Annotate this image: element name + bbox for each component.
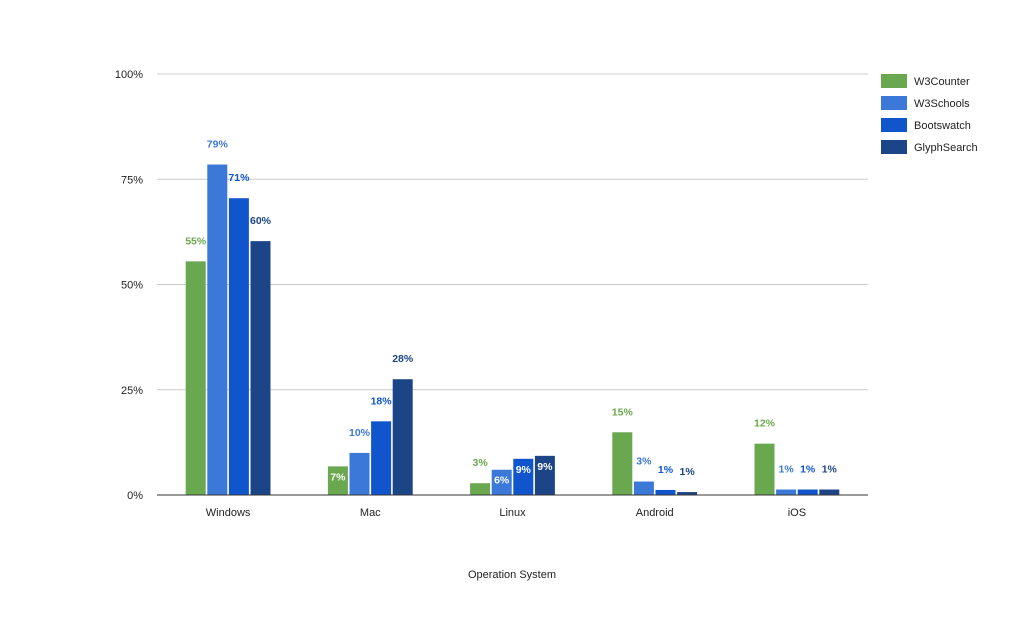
data-label: 9% xyxy=(537,461,553,473)
bar-w3counter-android xyxy=(612,432,633,495)
data-label: 7% xyxy=(330,471,346,483)
x-tick-label: Mac xyxy=(360,507,381,519)
bar-layer xyxy=(185,164,840,495)
data-label: 3% xyxy=(636,456,652,468)
bar-w3counter-ios xyxy=(754,443,775,495)
y-tick-label: 0% xyxy=(127,490,143,502)
bar-w3schools-android xyxy=(633,481,654,495)
legend-swatch-w3counter xyxy=(881,74,907,88)
data-label: 1% xyxy=(680,466,696,478)
data-label: 79% xyxy=(207,139,229,151)
x-tick-label: Android xyxy=(636,507,674,519)
x-tick-label: iOS xyxy=(788,507,806,519)
x-tick-label: Windows xyxy=(206,507,251,519)
legend-label: Bootswatch xyxy=(914,120,971,132)
data-label: 9% xyxy=(516,464,532,476)
data-label: 28% xyxy=(392,353,414,365)
bar-w3schools-linux xyxy=(491,469,512,495)
y-tick-label: 25% xyxy=(121,385,143,397)
bar-w3schools-ios xyxy=(776,489,797,495)
x-tick-label: Linux xyxy=(499,507,526,519)
bar-bootswatch-linux xyxy=(513,458,534,495)
data-label: 6% xyxy=(494,475,510,487)
bar-bootswatch-ios xyxy=(797,489,818,495)
bar-glyphsearch-android xyxy=(677,492,698,495)
data-label: 1% xyxy=(658,464,674,476)
legend-swatch-bootswatch xyxy=(881,118,907,132)
data-label: 18% xyxy=(371,395,393,407)
data-label: 10% xyxy=(349,427,371,439)
y-tick-label: 75% xyxy=(121,174,143,186)
grid-layer xyxy=(157,73,868,391)
bar-glyphsearch-mac xyxy=(392,379,413,495)
bar-w3schools-windows xyxy=(207,164,228,495)
bar-w3counter-mac xyxy=(327,466,348,495)
data-label: 1% xyxy=(800,464,816,476)
axis-layer: 0% 25% 50% 75% 100% Windows Mac Linux Android iOS xyxy=(115,69,868,519)
legend-label: W3Counter xyxy=(914,76,970,88)
bar-w3counter-linux xyxy=(470,483,491,495)
legend-layer: W3Counter W3Schools Bootswatch GlyphSearch xyxy=(881,74,978,154)
label-layer: 55% 79% 71% 60% 7% 10% 18% 28% 3% 6% 9% 9% 15% 3% 1% 1%… xyxy=(185,139,837,487)
bar-bootswatch-mac xyxy=(371,421,392,495)
data-label: 3% xyxy=(473,457,489,469)
bar-bootswatch-android xyxy=(655,489,676,495)
bar-glyphsearch-linux xyxy=(534,455,555,495)
data-label: 1% xyxy=(779,464,795,476)
data-label: 60% xyxy=(250,215,272,227)
bar-bootswatch-windows xyxy=(228,198,249,495)
legend-swatch-glyphsearch xyxy=(881,140,907,154)
data-label: 15% xyxy=(612,406,634,418)
legend-swatch-w3schools xyxy=(881,96,907,110)
data-label: 71% xyxy=(228,172,250,184)
bar-glyphsearch-windows xyxy=(250,241,271,495)
legend-label: W3Schools xyxy=(914,98,970,110)
x-axis-title: Operation System xyxy=(468,569,556,581)
data-label: 12% xyxy=(754,418,776,430)
y-tick-label: 50% xyxy=(121,280,143,292)
bar-w3schools-mac xyxy=(349,452,370,495)
y-tick-label: 100% xyxy=(115,69,143,81)
legend-label: GlyphSearch xyxy=(914,142,978,154)
data-label: 55% xyxy=(185,235,207,247)
bar-w3counter-windows xyxy=(185,261,206,495)
bar-glyphsearch-ios xyxy=(819,489,840,495)
data-label: 1% xyxy=(822,464,838,476)
